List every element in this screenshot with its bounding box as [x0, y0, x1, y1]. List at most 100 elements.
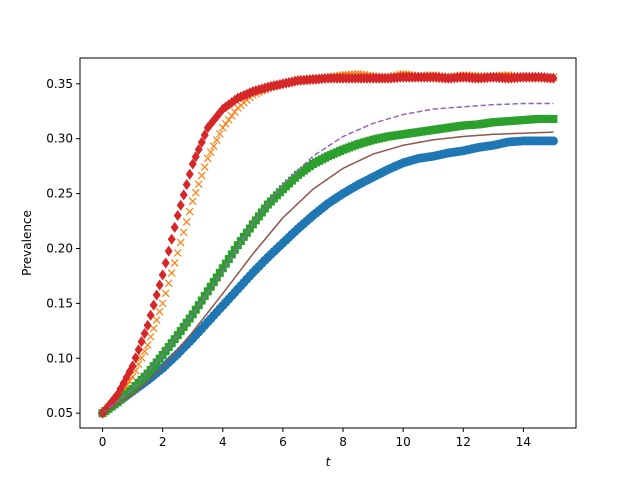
series-2-marker — [224, 115, 233, 124]
y-tick-label: 0.20 — [46, 241, 73, 255]
series-4-marker — [549, 72, 558, 84]
series-2-marker — [212, 136, 221, 144]
series-2-marker — [149, 324, 158, 333]
series-4-marker — [149, 299, 158, 311]
series-2-marker — [200, 163, 209, 171]
series-2-marker — [176, 238, 185, 247]
series-3-marker — [179, 322, 188, 331]
series-2-marker — [182, 217, 191, 226]
y-tick-label: 0.15 — [46, 296, 73, 310]
series-3-marker — [227, 250, 236, 259]
series-2-marker — [161, 289, 170, 298]
series-1-marker — [548, 136, 558, 146]
series-2-marker — [158, 299, 167, 308]
series-3-marker — [230, 245, 239, 254]
series-2-marker — [185, 207, 194, 216]
series-4-marker — [194, 143, 203, 155]
series-4-marker — [128, 360, 137, 372]
y-tick-label: 0.25 — [46, 187, 73, 201]
series-4-marker — [188, 158, 197, 170]
series-3-marker — [206, 282, 215, 291]
series-3-marker — [221, 259, 230, 268]
series-4-marker — [197, 136, 206, 148]
y-tick-label: 0.35 — [46, 77, 73, 91]
series-2-marker — [155, 307, 164, 316]
series-2-marker — [146, 332, 155, 341]
series-4-marker — [182, 179, 191, 191]
series-3-marker — [197, 296, 206, 305]
series-4-marker — [167, 233, 176, 245]
y-tick-label: 0.05 — [46, 406, 73, 420]
y-axis: 0.05 0.10 0.15 0.20 0.25 0.30 0.35 — [46, 77, 80, 420]
series-4-marker — [143, 319, 152, 331]
series-4-marker — [179, 189, 188, 201]
series-2-marker — [194, 180, 203, 189]
series-3-marker — [549, 114, 558, 123]
series-4 — [98, 71, 558, 419]
series-2-marker — [227, 111, 236, 120]
series-2-marker — [206, 148, 215, 157]
x-axis-label: t — [326, 455, 332, 469]
series-2-marker — [230, 107, 239, 116]
y-axis-label: Prevalence — [20, 210, 34, 276]
series-3-marker — [188, 310, 197, 319]
series-3-marker — [245, 224, 254, 233]
series-4-marker — [200, 129, 209, 141]
series-3-marker — [236, 237, 245, 246]
series-4-marker — [176, 199, 185, 211]
x-tick-label: 2 — [159, 435, 167, 449]
y-tick-label: 0.10 — [46, 351, 73, 365]
x-tick-label: 12 — [456, 435, 471, 449]
series-4-marker — [158, 269, 167, 281]
series-6 — [102, 131, 554, 414]
series-3-marker — [209, 278, 218, 287]
series-2-marker — [209, 142, 218, 151]
series-2-marker — [215, 129, 224, 138]
series-2-marker — [221, 119, 230, 128]
series-6-line — [102, 131, 554, 414]
series-2-marker — [143, 341, 152, 350]
series-4-marker — [164, 245, 173, 257]
series-4-marker — [155, 279, 164, 291]
series-2-marker — [197, 171, 206, 180]
y-tick-label: 0.30 — [46, 132, 73, 146]
series-2-marker — [203, 154, 212, 163]
series-4-marker — [161, 257, 170, 269]
x-tick-label: 8 — [339, 435, 347, 449]
series-2-marker — [167, 269, 176, 278]
series-4-marker — [173, 210, 182, 222]
series-2-marker — [191, 188, 200, 197]
series-2-marker — [179, 228, 188, 237]
plot-area — [98, 69, 558, 419]
series-4-marker — [131, 352, 140, 364]
x-tick-label: 10 — [396, 435, 411, 449]
x-tick-label: 6 — [279, 435, 287, 449]
series-2-marker — [164, 279, 173, 288]
series-2-marker — [137, 353, 146, 362]
series-3-marker — [215, 268, 224, 277]
series-4-marker — [170, 221, 179, 233]
series-4-marker — [146, 309, 155, 321]
series-3-marker — [218, 264, 227, 273]
series-5 — [102, 102, 554, 414]
series-5-line — [102, 102, 554, 414]
series-4-marker — [185, 168, 194, 180]
series-2-marker — [188, 197, 197, 206]
series-4-marker — [152, 289, 161, 301]
x-tick-label: 4 — [219, 435, 227, 449]
series-4-marker — [134, 344, 143, 356]
x-tick-label: 14 — [516, 435, 531, 449]
series-2-marker — [140, 347, 149, 356]
series-3-marker — [233, 241, 242, 250]
series-2-marker — [218, 123, 227, 132]
axes-frame — [79, 57, 577, 429]
series-4-marker — [140, 327, 149, 339]
series-2-marker — [170, 259, 179, 267]
series-4-marker — [137, 336, 146, 348]
series-3-marker — [212, 273, 221, 282]
series-2-marker — [173, 248, 182, 257]
series-4-marker — [191, 151, 200, 163]
x-tick-label: 0 — [99, 435, 107, 449]
x-axis: 0 2 4 6 8 10 12 14 — [99, 428, 531, 449]
